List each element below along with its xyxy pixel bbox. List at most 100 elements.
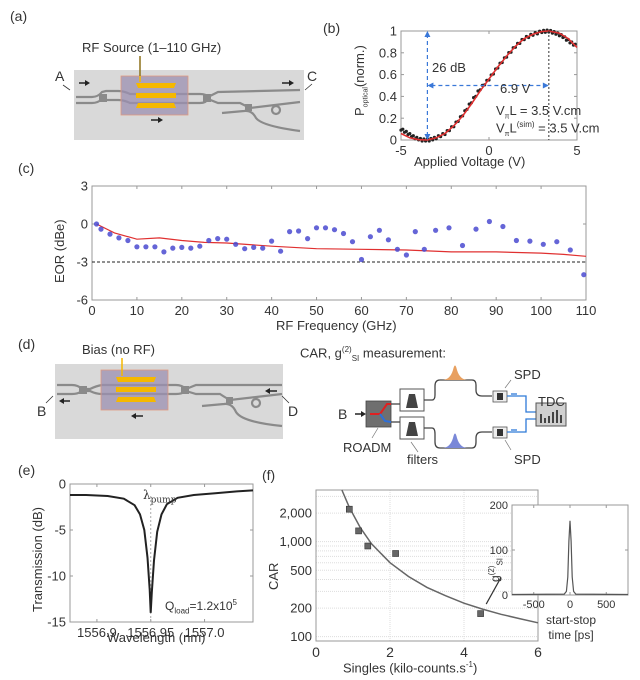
inset-y-tick-label: 100 <box>490 545 508 557</box>
plot-c-data-point <box>134 244 140 250</box>
inset-x-tick-label: 0 <box>567 599 573 611</box>
plot-c-data-point <box>367 234 373 240</box>
plot-c-data-point <box>233 241 239 247</box>
inset-y-tick-label: 0 <box>502 590 508 602</box>
plot-c-x-tick-label: 20 <box>175 303 189 318</box>
plot-f-x-tick-label: 0 <box>312 644 320 660</box>
plot-c-data-point <box>349 239 356 245</box>
plot-f-data-point <box>355 527 362 535</box>
splitter-2 <box>181 386 189 394</box>
plot-c-data-point <box>486 218 492 225</box>
xlabel-c: RF Frequency (GHz) <box>276 318 397 333</box>
plot-c-data-point <box>376 227 382 233</box>
plot-b-data-point <box>404 129 408 133</box>
plot-b-x-tick-label: -5 <box>395 143 407 158</box>
plot-e-y-tick-label: -5 <box>54 523 66 538</box>
plot-f-data-point <box>392 550 399 557</box>
inset-x-tick-label: -500 <box>523 599 545 611</box>
spd-bottom-label: SPD <box>514 452 541 467</box>
port-label-a: A <box>55 68 65 84</box>
ylabel-c: EOR (dBe) <box>52 219 67 283</box>
plot-c-data-point <box>251 244 257 250</box>
plot-b-y-tick-label: 0.6 <box>379 67 397 82</box>
inset-frame <box>511 504 629 596</box>
bias-label: Bias (no RF) <box>82 342 155 357</box>
arrowhead-icon <box>424 134 431 140</box>
arrow-icon <box>79 80 294 123</box>
filters-label: filters <box>407 452 439 467</box>
port-label-c: C <box>307 68 318 84</box>
plot-e-x-tick-label: 1557.0 <box>185 625 225 640</box>
plot-b-x-tick-label: 5 <box>573 143 580 158</box>
plot-c-data-point <box>242 246 248 252</box>
plot-e-y-tick-label: -10 <box>47 569 66 584</box>
plot-c-x-tick-label: 10 <box>130 303 144 318</box>
plot-c-data-point <box>385 237 391 243</box>
tdc-box <box>535 402 567 427</box>
plot-c-data-point <box>152 244 158 250</box>
plot-c-frame <box>91 185 587 301</box>
plot-e-x-tick-label: 1556.95 <box>127 625 174 640</box>
inset-y-tick-label: 200 <box>490 500 508 512</box>
plot-c-data-point <box>143 244 149 250</box>
plot-b-y-tick-label: 1 <box>390 24 397 39</box>
inset-ylabel: g(2)SI <box>487 557 505 582</box>
plot-c-data-point <box>340 230 347 237</box>
plot-c-data-point <box>107 231 113 237</box>
panel-label-a: (a) <box>10 8 28 24</box>
splitter-1 <box>99 94 107 102</box>
plot-f-data-point <box>364 542 372 550</box>
arrow-icon <box>59 388 277 419</box>
plot-f-data-point <box>345 505 353 513</box>
panel-label-e: (e) <box>18 462 36 478</box>
plot-b-data-point <box>408 132 412 136</box>
panel-label-b: (b) <box>323 20 341 36</box>
plot-f-x-tick-label: 2 <box>386 644 394 660</box>
chip-background <box>55 364 283 439</box>
inset-xlabel: start-stop time [ps] <box>546 613 597 642</box>
panel-label-c: (c) <box>18 160 35 176</box>
plot-c-sim-line <box>96 223 587 257</box>
annot-vpil: VπL = 3.5 V.cm <box>496 103 582 121</box>
arrowhead-icon <box>424 31 431 37</box>
inset-x-tick-label: 500 <box>597 599 615 611</box>
plot-c-data-point <box>554 239 560 245</box>
plot-c-x-tick-label: 0 <box>88 303 95 318</box>
plot-e-x-tick-label: 1556.9 <box>77 625 117 640</box>
inset-g2-line <box>511 520 629 596</box>
plot-c-data-point <box>394 246 400 252</box>
port-label-d: D <box>288 403 299 419</box>
plot-c-x-tick-label: 60 <box>354 303 368 318</box>
annot-vpil-sim: VπL(sim) = 3.5 V.cm <box>496 120 600 138</box>
plot-e-frame <box>69 483 254 623</box>
plot-c-data-point <box>500 223 506 230</box>
car-measurement-diagram <box>355 365 567 453</box>
plot-c-data-point <box>170 245 176 251</box>
plot-b-y-tick-label: 0.2 <box>379 111 397 126</box>
ylabel-f: CAR <box>266 562 281 590</box>
plot-c-data-point <box>459 242 466 249</box>
roadm-label: ROADM <box>343 440 392 455</box>
rf-source-label: RF Source (1–110 GHz) <box>82 40 222 55</box>
ring-resonator <box>250 397 262 409</box>
spd-top-label: SPD <box>514 367 541 382</box>
plot-c-x-tick-label: 90 <box>489 303 503 318</box>
panel-label-f: (f) <box>262 467 276 483</box>
plot-f-x-tick-label: 6 <box>534 644 542 660</box>
annot-6-9v: 6.9 V <box>500 81 531 96</box>
panel-label-d: (d) <box>18 336 36 352</box>
plot-c-x-tick-label: 40 <box>264 303 278 318</box>
plot-c-data-point <box>403 252 409 258</box>
ring-resonator <box>270 104 282 116</box>
roadm-red-path <box>370 403 391 415</box>
plot-c-data-point <box>331 227 338 233</box>
annot-26db: 26 dB <box>432 60 466 75</box>
plot-c-data-point <box>540 241 546 247</box>
plot-e-transmission-line <box>70 489 254 613</box>
plot-c-data-point <box>188 245 194 251</box>
plot-c-x-tick-label: 80 <box>444 303 458 318</box>
plot-c-x-tick-label: 70 <box>399 303 413 318</box>
plot-e-y-tick-label: 0 <box>59 477 66 492</box>
plot-c-data-point <box>296 228 302 234</box>
plot-c-data-point <box>527 238 533 244</box>
